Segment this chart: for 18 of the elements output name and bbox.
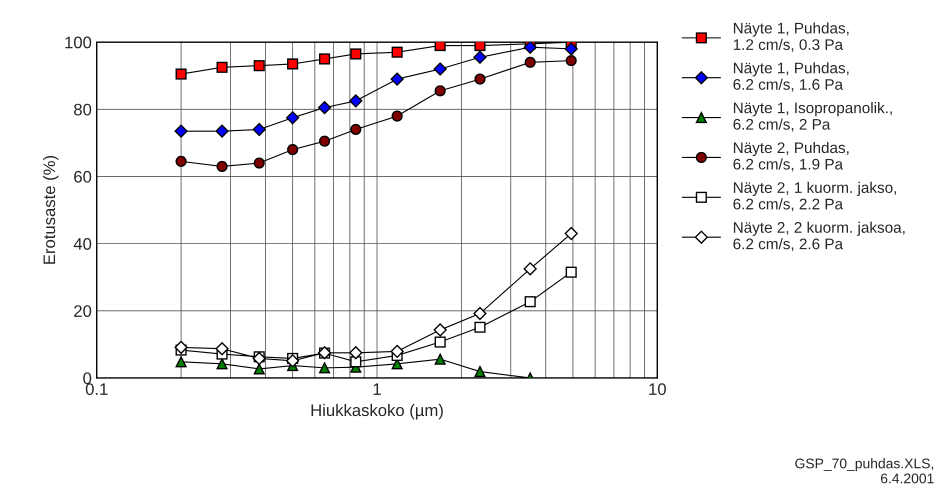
y-tick-label: 60 — [74, 170, 92, 183]
y-tick-label: 100 — [65, 36, 92, 48]
x-axis-title: Hiukkaskoko (µm) — [312, 404, 443, 420]
legend-label: Näyte 2, Puhdas, 6.2 cm/s, 1.9 Pa — [733, 142, 849, 172]
text: GSP_70_puhdas.XLS, 6.4.2001 — [795, 458, 934, 484]
y-tick-label: 40 — [74, 238, 92, 250]
x-tick-label: 10 — [649, 383, 666, 396]
legend-label: Näyte 1, Puhdas, 6.2 cm/s, 1.6 Pa — [733, 62, 849, 92]
y-axis-title: Erotusaste (%) — [42, 156, 58, 264]
x-tick-label: 0.1 — [86, 383, 108, 396]
legend-label: Näyte 1, Puhdas, 1.2 cm/s, 0.3 Pa — [734, 22, 849, 52]
x-tick-label: 1 — [374, 383, 381, 395]
legend-label: Näyte 1, Isopropanolik., 6.2 cm/s, 2 Pa — [733, 102, 892, 132]
y-tick-label: 0 — [83, 372, 92, 384]
legend-label: Näyte 2, 2 kuorm. jaksoa, 6.2 cm/s, 2.6 Pa — [733, 222, 905, 252]
legend-label: Näyte 2, 1 kuorm. jakso, 6.2 cm/s, 2.2 Pa — [733, 182, 896, 212]
y-tick-label: 20 — [74, 305, 92, 317]
y-tick-label: 80 — [74, 104, 92, 116]
